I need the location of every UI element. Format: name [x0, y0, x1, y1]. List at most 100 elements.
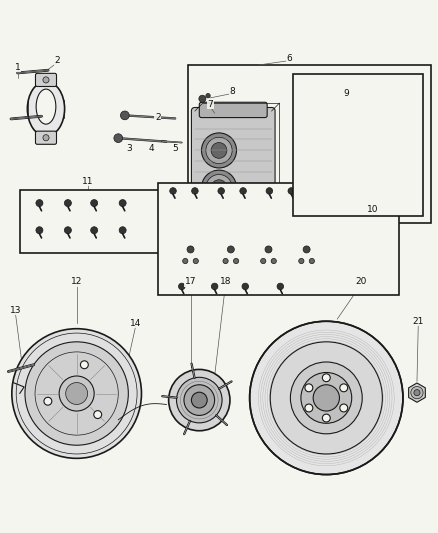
Text: 4: 4: [148, 144, 154, 153]
Polygon shape: [176, 269, 205, 284]
Circle shape: [206, 138, 232, 164]
Circle shape: [305, 384, 313, 392]
Circle shape: [120, 111, 129, 120]
FancyBboxPatch shape: [211, 252, 251, 274]
Circle shape: [305, 404, 313, 412]
Text: 10: 10: [367, 205, 378, 214]
Polygon shape: [216, 269, 246, 284]
Ellipse shape: [352, 158, 358, 175]
Circle shape: [177, 377, 222, 423]
Circle shape: [261, 259, 266, 264]
Ellipse shape: [297, 152, 305, 181]
Ellipse shape: [352, 109, 358, 126]
Circle shape: [322, 374, 330, 382]
FancyBboxPatch shape: [199, 102, 267, 118]
Circle shape: [91, 199, 98, 207]
Circle shape: [206, 174, 232, 201]
Text: 2: 2: [54, 56, 60, 65]
Circle shape: [44, 397, 52, 405]
Polygon shape: [254, 269, 283, 284]
Circle shape: [340, 384, 348, 392]
Bar: [20, 190, 160, 253]
Ellipse shape: [297, 103, 305, 132]
Circle shape: [227, 246, 234, 253]
Circle shape: [25, 342, 128, 445]
Circle shape: [313, 385, 339, 411]
Circle shape: [184, 385, 215, 415]
Text: 1: 1: [14, 63, 21, 72]
Bar: [188, 65, 431, 223]
Text: 20: 20: [356, 277, 367, 286]
Circle shape: [211, 283, 218, 290]
Circle shape: [192, 188, 198, 194]
Text: 7: 7: [207, 100, 213, 109]
Circle shape: [36, 199, 43, 207]
Circle shape: [66, 383, 88, 405]
Circle shape: [170, 188, 176, 194]
Ellipse shape: [329, 155, 347, 179]
FancyBboxPatch shape: [171, 252, 210, 274]
Circle shape: [309, 259, 314, 264]
Circle shape: [288, 188, 295, 194]
Bar: [301, 152, 325, 181]
Text: 21: 21: [413, 317, 424, 326]
Text: 12: 12: [71, 277, 82, 286]
Circle shape: [64, 227, 71, 234]
Circle shape: [233, 259, 239, 264]
Circle shape: [119, 199, 126, 207]
Circle shape: [36, 227, 43, 234]
Circle shape: [299, 259, 304, 264]
Ellipse shape: [27, 82, 64, 136]
Circle shape: [206, 93, 210, 98]
Circle shape: [242, 283, 249, 290]
Circle shape: [201, 133, 237, 168]
Circle shape: [191, 392, 207, 408]
Bar: [293, 74, 423, 216]
Circle shape: [290, 362, 362, 434]
Circle shape: [12, 329, 141, 458]
Text: 2: 2: [155, 113, 160, 122]
Ellipse shape: [36, 89, 56, 124]
Bar: [301, 103, 325, 132]
Circle shape: [64, 199, 71, 207]
Circle shape: [169, 369, 230, 431]
Circle shape: [266, 188, 272, 194]
Text: 8: 8: [229, 87, 235, 96]
Text: 5: 5: [172, 144, 178, 153]
Circle shape: [59, 376, 94, 411]
Circle shape: [250, 321, 403, 474]
Circle shape: [199, 95, 206, 102]
Circle shape: [43, 135, 49, 141]
Text: 17: 17: [185, 277, 196, 286]
Polygon shape: [292, 269, 321, 284]
Bar: [158, 183, 399, 295]
Circle shape: [211, 142, 227, 158]
Circle shape: [223, 259, 228, 264]
Circle shape: [193, 259, 198, 264]
Circle shape: [303, 246, 310, 253]
Circle shape: [91, 227, 98, 234]
FancyBboxPatch shape: [35, 131, 57, 144]
Ellipse shape: [334, 110, 343, 125]
Circle shape: [187, 246, 194, 253]
Circle shape: [201, 170, 237, 205]
Circle shape: [270, 342, 382, 454]
Text: 11: 11: [82, 176, 93, 185]
FancyBboxPatch shape: [191, 108, 275, 211]
Ellipse shape: [348, 106, 362, 130]
Circle shape: [277, 283, 284, 290]
Ellipse shape: [348, 155, 362, 179]
Circle shape: [411, 386, 423, 399]
Circle shape: [240, 188, 246, 194]
FancyBboxPatch shape: [287, 252, 326, 274]
FancyBboxPatch shape: [35, 74, 57, 86]
Circle shape: [301, 373, 352, 423]
Circle shape: [265, 246, 272, 253]
Ellipse shape: [321, 152, 329, 181]
Circle shape: [114, 134, 123, 142]
Circle shape: [211, 180, 227, 196]
Circle shape: [183, 259, 188, 264]
Text: 9: 9: [343, 89, 349, 98]
Ellipse shape: [329, 106, 347, 130]
Circle shape: [43, 77, 49, 83]
